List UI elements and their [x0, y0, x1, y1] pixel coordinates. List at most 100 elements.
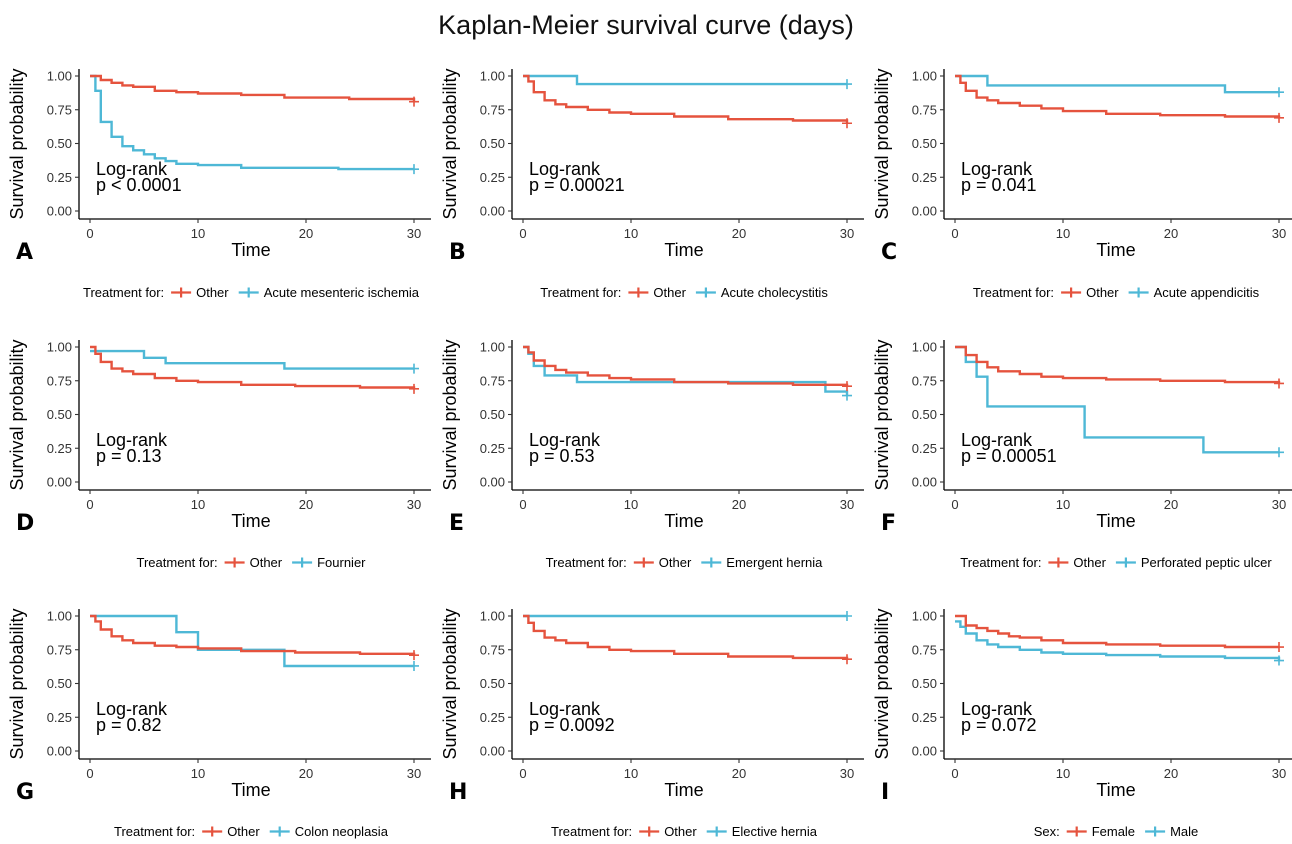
legend: Treatment for: Other Acute appendicitis	[973, 285, 1260, 300]
x-tick-label: 10	[1056, 766, 1070, 781]
legend-key-reference	[639, 826, 660, 837]
y-tick-label: 0.25	[480, 710, 505, 725]
censor-mark	[409, 660, 419, 671]
legend-title: Treatment for:	[540, 285, 621, 300]
legend: Sex: Female Male	[1034, 824, 1199, 839]
panel-f: 0.00 0.25 0.50 0.75 1.00 0 10 20 30 Time Survival …	[872, 339, 1292, 570]
x-tick-label: 20	[1164, 497, 1178, 512]
logrank-label: Log-rank	[96, 430, 168, 450]
y-axis-title: Survival probability	[7, 608, 27, 759]
x-tick-label: 10	[624, 497, 638, 512]
y-tick-label: 0.75	[480, 102, 505, 117]
legend-key-reference	[633, 557, 654, 568]
y-tick-label: 0.25	[912, 710, 937, 725]
km-curve-reference	[955, 345, 1281, 384]
x-tick-label: 10	[624, 226, 638, 241]
legend-title: Treatment for:	[973, 285, 1054, 300]
legend-label: Other	[227, 824, 260, 839]
legend-label: Female	[1092, 824, 1135, 839]
x-tick-label: 30	[840, 497, 854, 512]
censor-mark	[842, 79, 852, 90]
y-tick-label: 1.00	[912, 340, 937, 355]
km-curve-comparison	[523, 74, 847, 86]
panel-d: 0.00 0.25 0.50 0.75 1.00 0 10 20 30 Time Survival …	[7, 339, 431, 570]
y-tick-label: 0.75	[47, 642, 72, 657]
y-tick-label: 0.00	[480, 744, 505, 759]
x-tick-label: 10	[1056, 226, 1070, 241]
legend-label: Acute cholecystitis	[721, 285, 828, 300]
x-tick-label: 0	[86, 497, 93, 512]
y-tick-label: 0.00	[912, 204, 937, 219]
y-tick-label: 0.25	[47, 710, 72, 725]
panel-c: 0.00 0.25 0.50 0.75 1.00 0 10 20 30 Time Survival …	[872, 68, 1292, 300]
censor-mark	[842, 381, 852, 392]
y-axis-title: Survival probability	[440, 339, 460, 490]
legend-label: Emergent hernia	[726, 555, 823, 570]
x-axis-title: Time	[664, 511, 703, 531]
legend: Treatment for: Other Elective hernia	[551, 824, 818, 839]
logrank-label: Log-rank	[529, 430, 601, 450]
x-axis-title: Time	[1096, 240, 1135, 260]
legend-title: Sex:	[1034, 824, 1060, 839]
km-curve-reference	[955, 74, 1281, 118]
x-tick-label: 30	[840, 226, 854, 241]
logrank-label: Log-rank	[961, 699, 1033, 719]
panel-letter: C	[881, 240, 897, 265]
km-curve-comparison	[90, 614, 414, 668]
legend-label: Perforated peptic ulcer	[1141, 555, 1272, 570]
p-value-label: p = 0.041	[961, 175, 1037, 195]
logrank-label: Log-rank	[96, 699, 168, 719]
censor-mark	[1274, 447, 1284, 458]
x-tick-label: 0	[951, 497, 958, 512]
km-curve-comparison	[955, 620, 1281, 661]
x-tick-label: 20	[1164, 226, 1178, 241]
y-tick-label: 1.00	[480, 69, 505, 84]
x-tick-label: 20	[732, 226, 746, 241]
legend-label: Other	[664, 824, 697, 839]
x-tick-label: 10	[624, 766, 638, 781]
legend-key-reference	[628, 287, 649, 298]
legend-label: Fournier	[317, 555, 366, 570]
x-axis-title: Time	[1096, 511, 1135, 531]
x-axis-title: Time	[231, 511, 270, 531]
censor-mark	[1274, 378, 1284, 389]
legend: Treatment for: Other Perforated peptic ulc…	[960, 555, 1272, 570]
y-tick-label: 1.00	[912, 69, 937, 84]
censor-mark	[1274, 642, 1284, 653]
y-tick-label: 0.75	[47, 373, 72, 388]
y-axis-title: Survival probability	[7, 68, 27, 219]
legend: Treatment for: Other Colon neoplasia	[114, 824, 389, 839]
x-tick-label: 30	[407, 226, 421, 241]
legend: Treatment for: Other Acute mesenteric isch…	[83, 285, 420, 300]
km-curve-reference	[90, 74, 416, 102]
x-tick-label: 30	[407, 766, 421, 781]
censor-mark	[409, 96, 419, 107]
km-curve-reference	[90, 345, 416, 389]
y-axis-title: Survival probability	[440, 608, 460, 759]
y-tick-label: 1.00	[47, 340, 72, 355]
y-tick-label: 0.25	[912, 441, 937, 456]
p-value-label: p = 0.00021	[529, 175, 625, 195]
legend-key-comparison	[238, 287, 259, 298]
y-tick-label: 0.50	[480, 676, 505, 691]
panel-letter: B	[449, 240, 466, 265]
x-tick-label: 20	[299, 226, 313, 241]
panel-letter: F	[881, 511, 896, 536]
y-tick-label: 0.50	[480, 407, 505, 422]
legend-label: Colon neoplasia	[295, 824, 389, 839]
km-curve-reference	[955, 614, 1279, 649]
km-curve-comparison	[90, 74, 414, 171]
y-tick-label: 0.50	[47, 676, 72, 691]
p-value-label: p = 0.82	[96, 715, 162, 735]
y-tick-label: 1.00	[912, 609, 937, 624]
x-axis-title: Time	[664, 780, 703, 800]
legend-key-reference	[202, 826, 223, 837]
km-curve-reference	[90, 614, 416, 656]
p-value-label: p = 0.072	[961, 715, 1037, 735]
x-tick-label: 30	[1272, 766, 1286, 781]
x-axis-title: Time	[231, 780, 270, 800]
x-tick-label: 0	[86, 766, 93, 781]
x-tick-label: 20	[299, 766, 313, 781]
y-tick-label: 0.00	[47, 475, 72, 490]
y-tick-label: 0.75	[480, 642, 505, 657]
